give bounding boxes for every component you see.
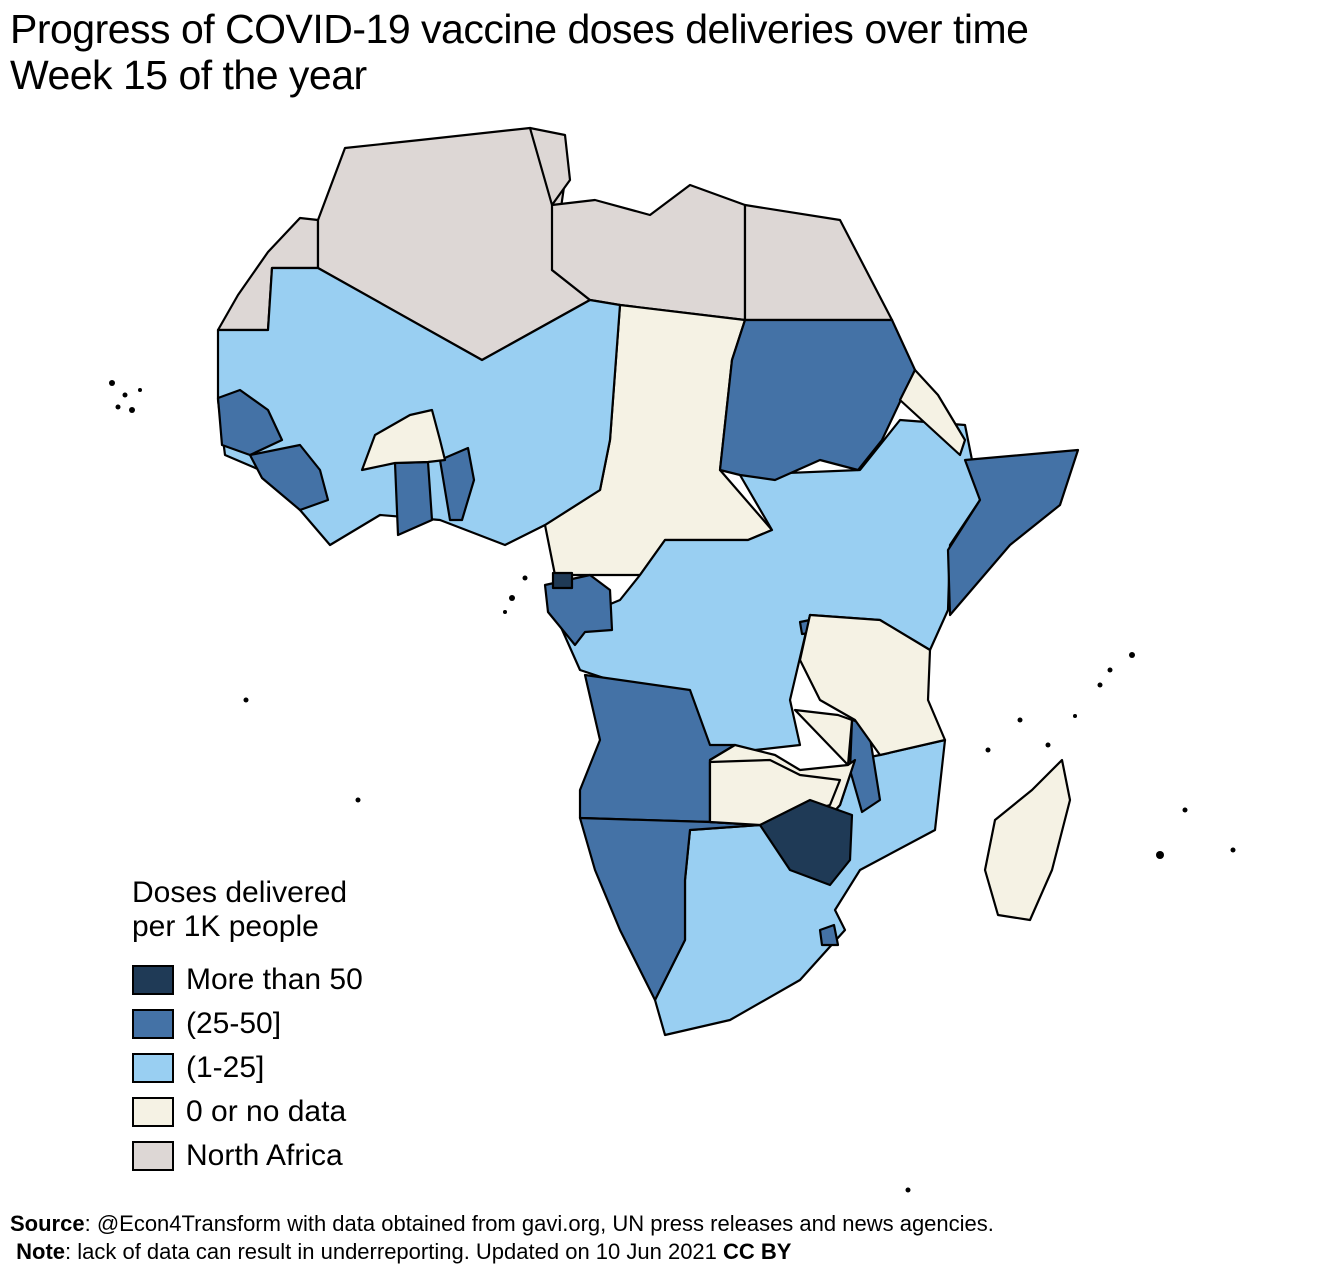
region-eswatini [818, 923, 840, 947]
legend-swatch [132, 1097, 174, 1127]
region-senegal-guinea [216, 388, 284, 457]
region-eritrea [898, 368, 967, 457]
legend-label: North Africa [186, 1139, 343, 1172]
title-line-1: Progress of COVID-19 vaccine doses deliv… [10, 6, 1029, 52]
region-somalia [946, 448, 1080, 617]
legend-swatch [132, 1009, 174, 1039]
region-ghana [393, 460, 434, 537]
map-title: Progress of COVID-19 vaccine doses deliv… [10, 6, 1029, 98]
map-legend: Doses delivered per 1K people More than … [132, 876, 363, 1178]
region-tunisia [528, 126, 572, 207]
legend-swatch [132, 1141, 174, 1171]
license: CC BY [723, 1239, 792, 1264]
region-sudan [718, 318, 917, 482]
legend-label: (25-50] [186, 1007, 282, 1040]
legend-item-no-data: 0 or no data [132, 1090, 363, 1134]
note-text: : lack of data can result in underreport… [65, 1239, 724, 1264]
legend-title-line-2: per 1K people [132, 910, 319, 943]
region-madagascar [983, 758, 1072, 922]
legend-swatch [132, 965, 174, 995]
note-line: Note: lack of data can result in underre… [10, 1238, 994, 1266]
legend-title-line-1: Doses delivered [132, 876, 348, 909]
region-egypt [743, 203, 894, 322]
note-label: Note [16, 1239, 66, 1264]
legend-title: Doses delivered per 1K people [132, 876, 363, 944]
legend-item-north-africa: North Africa [132, 1134, 363, 1178]
region-benin-togo [438, 446, 476, 522]
legend-item-more-than-50: More than 50 [132, 958, 363, 1002]
source-line: Source: @Econ4Transform with data obtain… [10, 1210, 994, 1238]
region-tanzania [798, 613, 947, 757]
source-label: Source [10, 1211, 85, 1236]
footer: Source: @Econ4Transform with data obtain… [10, 1210, 994, 1266]
islands [109, 380, 1236, 1193]
region-burkina-faso [360, 408, 447, 472]
region-zimbabwe [758, 798, 854, 887]
legend-label: 0 or no data [186, 1095, 347, 1128]
legend-label: (1-25] [186, 1051, 265, 1084]
legend-swatch [132, 1053, 174, 1083]
region-sierra-leone-liberia [248, 443, 330, 512]
legend-label: More than 50 [186, 963, 363, 996]
region-equatorial-guinea [551, 571, 574, 590]
region-gabon [543, 573, 614, 647]
title-line-2: Week 15 of the year [10, 52, 367, 98]
legend-item-25-50: (25-50] [132, 1002, 363, 1046]
source-text: : @Econ4Transform with data obtained fro… [84, 1211, 994, 1236]
legend-item-1-25: (1-25] [132, 1046, 363, 1090]
